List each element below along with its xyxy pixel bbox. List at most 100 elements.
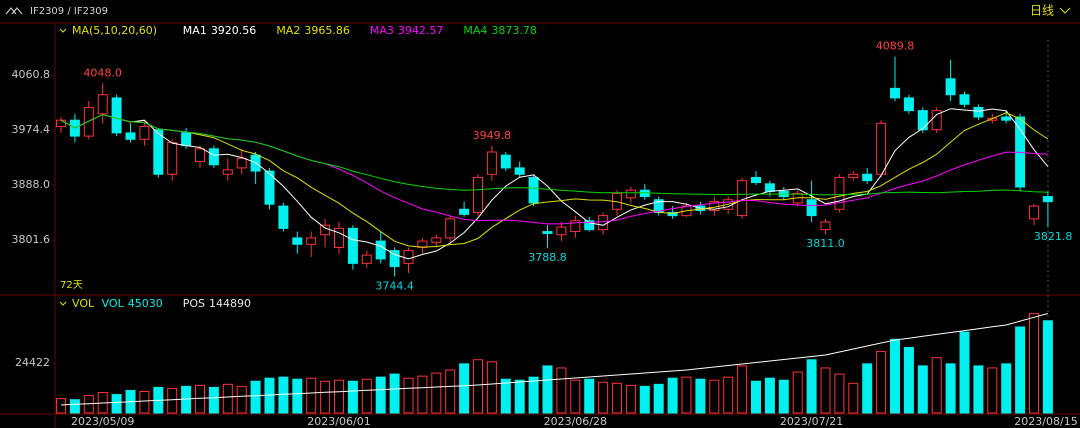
vol-legend-title: VOL — [72, 297, 95, 310]
volume-bar — [56, 398, 66, 414]
candle-body — [278, 205, 289, 229]
candle-body — [153, 129, 164, 175]
volume-bar — [111, 394, 122, 414]
pos-line — [60, 313, 1049, 406]
candle-body — [945, 78, 956, 96]
price-annotation: 3788.8 — [528, 251, 567, 264]
volume-bar — [250, 380, 261, 414]
candle-body — [834, 176, 845, 210]
ma-line — [60, 114, 1048, 196]
price-annotation: 4048.0 — [83, 66, 122, 79]
legend-chevron[interactable] — [59, 28, 67, 33]
y-tick-label: 24422 — [15, 356, 50, 369]
candle-body — [403, 250, 414, 264]
symbol-icon[interactable] — [5, 7, 23, 15]
volume-bar — [584, 378, 595, 414]
candle-body — [236, 157, 247, 169]
volume-bar — [236, 385, 247, 414]
volume-bar — [361, 378, 372, 414]
volume-bar — [514, 379, 525, 414]
volume-bar — [403, 377, 414, 414]
candle-body — [375, 240, 386, 260]
y-tick-label: 3888.0 — [12, 178, 51, 191]
volume-bar — [334, 379, 344, 414]
candle-body — [1029, 205, 1039, 220]
candle-body — [195, 148, 205, 163]
ma-legend-name: MA1 — [183, 24, 207, 37]
volume-bar — [389, 373, 400, 414]
candle-body — [959, 94, 970, 105]
volume-bar — [570, 379, 581, 414]
volume-bar — [292, 378, 303, 414]
volume-bar — [528, 376, 539, 414]
candle-body — [764, 183, 775, 192]
candle-body — [528, 176, 539, 204]
volume-bar — [500, 378, 511, 414]
period[interactable]: 日线 — [1030, 4, 1054, 18]
volume-bar — [764, 377, 775, 414]
candle-body — [83, 106, 94, 137]
volume-bar — [473, 359, 483, 414]
volume-bar — [181, 385, 192, 414]
price-annotation: 3811.0 — [806, 237, 845, 250]
volume-bar — [278, 376, 289, 414]
candle-body — [903, 97, 914, 112]
y-tick-label: 3801.6 — [12, 233, 51, 246]
candle-body — [473, 176, 483, 213]
volume-bar — [848, 382, 859, 414]
candle-body — [876, 122, 887, 175]
volume-bar — [723, 376, 734, 414]
price-annotation: 3949.8 — [473, 129, 512, 142]
ma-legend-value: 3873.78 — [491, 24, 537, 37]
candle-body — [514, 167, 525, 175]
volume-bar — [1029, 313, 1039, 414]
volume-bar — [486, 361, 497, 414]
candle-body — [917, 110, 928, 131]
volume-bar — [612, 382, 622, 414]
legend-chevron[interactable] — [59, 301, 67, 306]
candle-body — [848, 173, 859, 178]
candle-body — [264, 170, 275, 205]
volume-bar — [542, 365, 553, 414]
price-annotation: 3821.8 — [1034, 230, 1073, 243]
volume-bar — [625, 384, 636, 414]
candle-body — [306, 237, 317, 245]
volume-bar — [445, 369, 456, 414]
candle-body — [570, 220, 581, 233]
candle-body — [139, 126, 150, 140]
candle-body — [111, 97, 122, 134]
volume-bar — [167, 387, 178, 414]
ma-legend-name: MA3 — [370, 24, 394, 37]
days-label: 72天 — [60, 280, 83, 291]
volume-bar — [667, 377, 678, 414]
volume-bar — [751, 380, 761, 414]
volume-bar — [195, 384, 205, 414]
candle-body — [181, 132, 192, 147]
volume-bar — [903, 346, 914, 414]
ma-line — [60, 112, 1049, 248]
volume-bar — [375, 376, 386, 414]
x-tick-label: 2023/06/28 — [544, 415, 607, 428]
candle-body — [556, 226, 567, 236]
volume-bar — [69, 399, 80, 414]
candle-body — [347, 227, 358, 264]
x-tick-label: 2023/05/09 — [71, 415, 134, 428]
price-annotation: 4089.8 — [876, 40, 915, 53]
candle-body — [361, 254, 372, 264]
period-chevron[interactable] — [1059, 7, 1071, 14]
candle-body — [806, 199, 817, 217]
volume-bar — [931, 357, 942, 414]
volume-bar — [459, 363, 470, 414]
volume-bar — [639, 385, 650, 414]
candle-body — [97, 94, 108, 115]
volume-bar — [556, 367, 567, 414]
ma-legend-title: MA(5,10,20,60) — [72, 24, 157, 37]
candle-body — [459, 208, 470, 215]
volume-bar — [681, 376, 692, 414]
candle-body — [751, 176, 761, 184]
volume-bar — [1042, 320, 1053, 414]
candle-body — [973, 106, 984, 118]
symbol: IF2309 / IF2309 — [30, 6, 108, 17]
ma-legend-name: MA4 — [463, 24, 487, 37]
